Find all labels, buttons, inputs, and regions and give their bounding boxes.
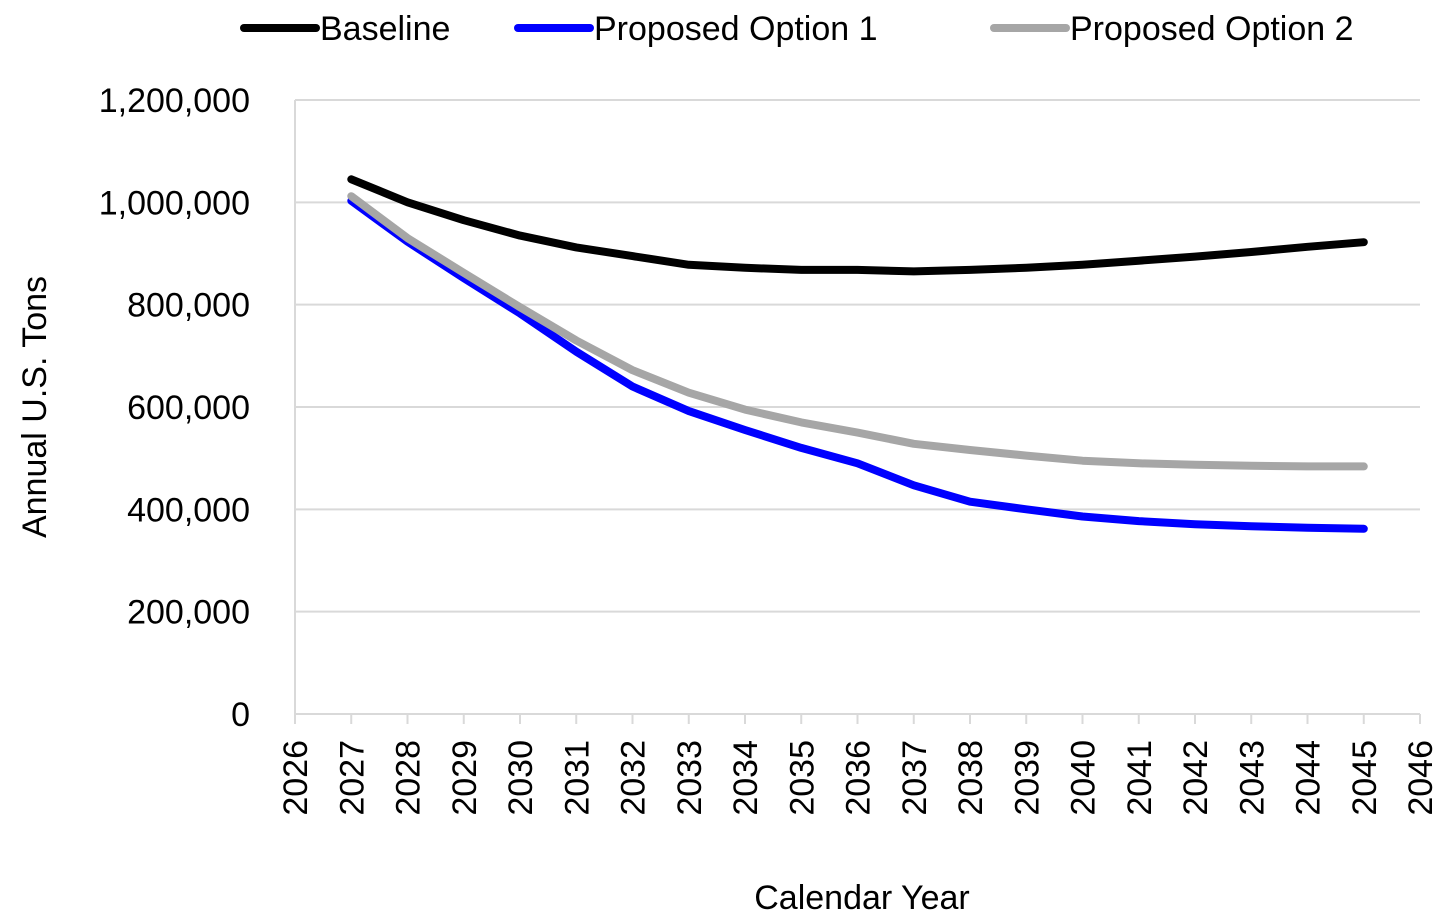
x-tick-label: 2028 [390, 740, 428, 816]
legend-label-1: Baseline [320, 10, 450, 48]
x-tick-label: 2044 [1290, 740, 1328, 816]
data-point [632, 386, 633, 388]
data-point [463, 277, 465, 279]
x-tick-label: 2042 [1177, 740, 1215, 816]
data-point [744, 409, 746, 411]
data-point [969, 449, 971, 451]
x-tick-label: 2032 [615, 740, 653, 816]
data-point [1307, 465, 1308, 467]
y-axis-tick-labels: 0 200,000 400,000 600,000 800,000 1,000,000 1,… [99, 82, 250, 734]
series-lines [347, 175, 1368, 533]
data-point [575, 339, 577, 341]
y-tick-label: 0 [231, 696, 250, 734]
data-point [1363, 241, 1365, 243]
x-tick-label: 2027 [333, 740, 371, 816]
data-point [1194, 523, 1196, 525]
data-point [463, 272, 465, 274]
y-tick-label: 200,000 [127, 594, 250, 632]
data-point [1194, 256, 1196, 258]
data-point [1138, 260, 1140, 262]
data-point [1307, 527, 1308, 529]
x-tick-label: 2038 [952, 740, 990, 816]
legend-label-3: Proposed Option 2 [1070, 10, 1354, 48]
data-point [1363, 465, 1365, 467]
data-point [744, 267, 746, 269]
x-tick-label: 2034 [727, 740, 765, 816]
data-point [857, 462, 858, 464]
series-line-3 [347, 192, 1368, 471]
data-point [969, 501, 971, 503]
data-point [519, 312, 521, 314]
data-point [1250, 525, 1252, 527]
x-tick-label: 2037 [896, 740, 934, 816]
x-tick-label: 2045 [1346, 740, 1384, 816]
data-point [800, 447, 802, 449]
data-point [350, 178, 352, 180]
data-point [1250, 251, 1252, 253]
x-tick-label: 2030 [502, 740, 540, 816]
data-point [688, 410, 690, 412]
data-point [800, 421, 802, 423]
x-tick-label: 2046 [1402, 740, 1440, 816]
data-point [575, 246, 577, 248]
data-point [913, 443, 915, 445]
y-axis-title: Annual U.S. Tons [16, 276, 54, 538]
x-tick-label: 2041 [1121, 740, 1159, 816]
y-tick-label: 600,000 [127, 389, 250, 427]
y-tick-label: 800,000 [127, 287, 250, 325]
data-point [857, 269, 858, 271]
x-tick-label: 2040 [1065, 740, 1103, 816]
x-tick-label: 2029 [446, 740, 484, 816]
data-point [1082, 460, 1083, 462]
data-point [632, 369, 633, 371]
data-point [913, 484, 915, 486]
data-point [1138, 462, 1140, 464]
axes [294, 100, 1421, 724]
y-tick-label: 1,200,000 [99, 82, 250, 120]
x-tick-label: 2035 [783, 740, 821, 816]
data-point [1082, 515, 1083, 517]
data-point [857, 432, 858, 434]
data-point [1194, 464, 1196, 466]
data-point [800, 269, 802, 271]
data-point [519, 306, 521, 308]
data-point [1025, 508, 1027, 510]
data-point [1025, 455, 1027, 457]
series-line-1 [347, 175, 1368, 276]
x-axis-tick-labels: 2026 2027 2028 2029 2030 2031 2032 2033 2034 2035… [277, 740, 1440, 816]
data-point [1307, 246, 1308, 248]
data-point [407, 237, 408, 239]
series-line-2 [347, 196, 1368, 533]
data-point [1250, 465, 1252, 467]
data-point [1025, 267, 1027, 269]
data-point [969, 269, 971, 271]
data-point [913, 270, 915, 272]
x-tick-label: 2026 [277, 740, 315, 816]
gridlines [295, 99, 1420, 613]
data-point [463, 219, 465, 221]
data-point [688, 392, 690, 394]
data-point [1138, 520, 1140, 522]
y-tick-label: 400,000 [127, 491, 250, 529]
x-tick-label: 2033 [671, 740, 709, 816]
data-point [575, 351, 577, 353]
data-point [1363, 528, 1365, 530]
data-point [632, 255, 633, 257]
data-point [744, 429, 746, 431]
legend-label-2: Proposed Option 1 [594, 10, 878, 48]
y-tick-label: 1,000,000 [99, 184, 250, 222]
x-tick-label: 2043 [1233, 740, 1271, 816]
x-tick-label: 2036 [840, 740, 878, 816]
legend: Baseline Proposed Option 1 Proposed Option… [240, 10, 1354, 48]
data-point [519, 235, 521, 237]
x-tick-label: 2039 [1008, 740, 1046, 816]
data-point [1082, 264, 1083, 266]
data-point [350, 195, 352, 197]
data-point [407, 201, 408, 203]
data-point [688, 264, 690, 266]
x-tick-label: 2031 [558, 740, 596, 816]
x-axis-title: Calendar Year [754, 879, 970, 917]
